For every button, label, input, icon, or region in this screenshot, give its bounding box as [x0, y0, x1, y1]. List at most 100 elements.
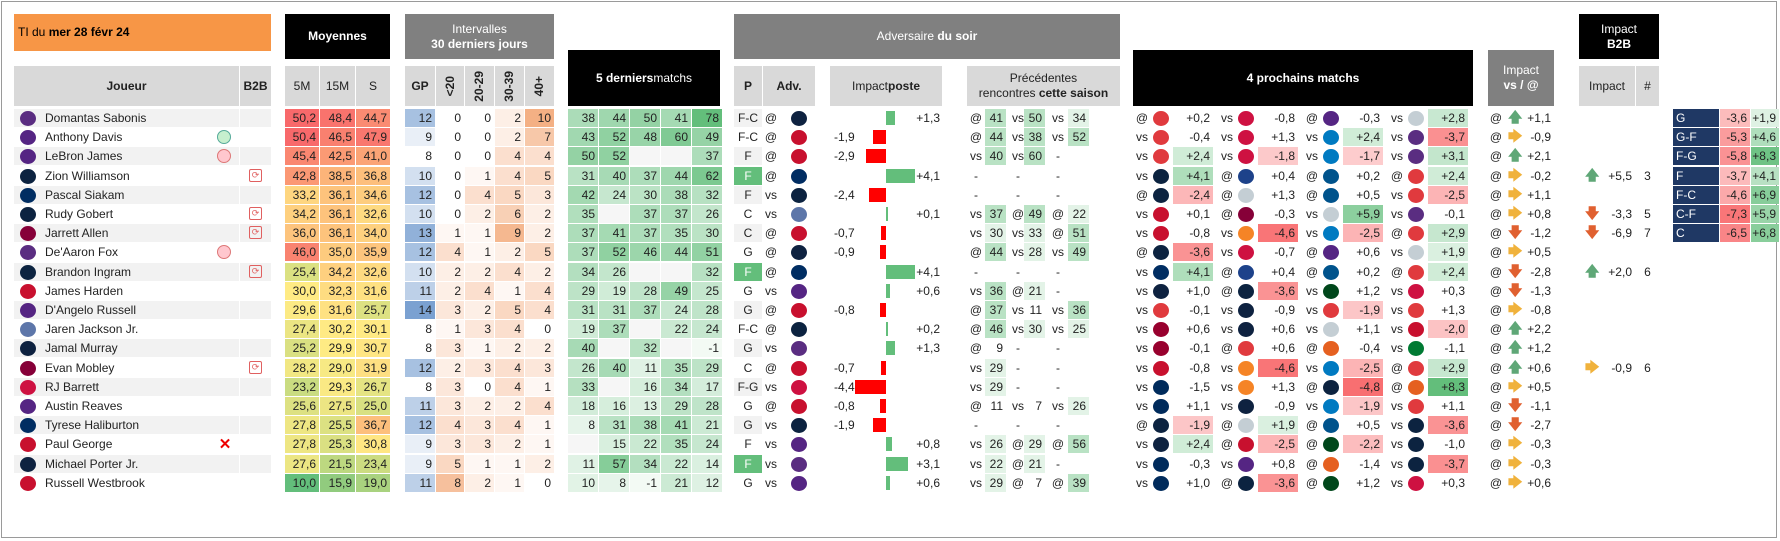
table-row[interactable]: Michael Porter Jr. 27,6 21,5 23,4 9 5 1 1 2 11 57 3…: [0, 454, 1780, 473]
col-s[interactable]: S: [356, 66, 390, 106]
table-row[interactable]: LeBron James 45,4 42,5 41,0 8 0 0 4 4 50 52 37 F @ -2,…: [0, 146, 1780, 166]
previous-game-0: -: [974, 264, 978, 279]
col-15m[interactable]: 15M: [320, 66, 355, 106]
previous-game-3: 7: [1024, 397, 1045, 415]
header-last5: 5 derniers matchs: [568, 50, 720, 106]
col-joueur[interactable]: Joueur: [14, 66, 239, 106]
player-name[interactable]: Jaren Jackson Jr.: [45, 322, 139, 337]
interval-i2: 1: [465, 224, 494, 243]
col-40plus[interactable]: 40+: [525, 66, 554, 106]
next-game-ha: vs: [1306, 207, 1318, 221]
team-logo-icon: [20, 379, 36, 395]
table-row[interactable]: Russell Westbrook 10,0 15,9 19,0 11 8 2 1 0 10 8 -1…: [0, 473, 1780, 492]
next-game-ha: vs: [1221, 456, 1233, 471]
previous-game-2: -: [1016, 418, 1020, 433]
header-impact-vs: Impact vs / @: [1488, 50, 1554, 106]
player-name[interactable]: Rudy Gobert: [45, 207, 114, 221]
next-game-impact: -2,5: [1258, 435, 1298, 454]
impact-b2b-arrow-icon: 🡇: [1585, 205, 1600, 221]
impact-vs-marker: @: [1489, 303, 1503, 317]
last5-game-4: 21: [661, 473, 691, 492]
previous-game-5: [1068, 282, 1094, 300]
player-name[interactable]: Anthony Davis: [45, 130, 123, 145]
player-name[interactable]: D'Angelo Russell: [45, 303, 137, 317]
impact-vs-marker: @: [1489, 360, 1503, 375]
player-name[interactable]: Brandon Ingram: [45, 264, 132, 279]
interval-i1: 0: [436, 128, 464, 147]
player-name[interactable]: Russell Westbrook: [45, 475, 145, 490]
impact-vs-marker: @: [1489, 379, 1503, 394]
table-row[interactable]: De'Aaron Fox 46,0 35,0 35,9 12 4 1 2 5 37 52 46 44 51…: [0, 242, 1780, 262]
col-3039[interactable]: 30-39: [495, 66, 524, 106]
table-row[interactable]: James Harden 30,0 32,3 31,6 11 2 4 1 4 29 19 28 49 25…: [0, 281, 1780, 300]
b2b-position: F-C: [1673, 185, 1719, 204]
table-row[interactable]: Brandon Ingram ⟳ 25,4 34,2 32,6 10 2 2 4 2 34 26 32 F…: [0, 262, 1780, 281]
player-name[interactable]: Zion Williamson: [45, 168, 130, 183]
impact-vs-value: +0,5: [1527, 245, 1551, 260]
player-name[interactable]: Michael Porter Jr.: [45, 456, 139, 471]
avg-m15: 30,2: [320, 320, 355, 339]
opponent-logo-icon: [791, 168, 807, 184]
next-game-ha: vs: [1391, 437, 1403, 452]
player-name[interactable]: Domantas Sabonis: [45, 111, 147, 125]
next-game-ha: vs: [1306, 322, 1318, 337]
previous-game-3: [1024, 416, 1050, 434]
table-row[interactable]: Anthony Davis 50,4 46,5 47,9 9 0 0 2 7 43 52 48 60 49…: [0, 127, 1780, 147]
col-b2b[interactable]: B2B: [240, 66, 271, 106]
gp-value: 12: [405, 243, 435, 262]
previous-game-4: @: [1051, 437, 1065, 452]
table-row[interactable]: Tyrese Haliburton 27,8 25,5 36,7 12 4 3 4 1 8 31 38…: [0, 415, 1780, 435]
table-row[interactable]: Austin Reaves 25,6 27,5 25,0 11 3 2 2 4 18 16 13 29 2…: [0, 396, 1780, 415]
next-opponent-logo-icon: [1323, 360, 1339, 376]
table-row[interactable]: Jarrett Allen ⟳ 36,0 36,1 34,0 13 1 1 9 2 37 41 37 35…: [0, 223, 1780, 243]
player-name[interactable]: RJ Barrett: [45, 379, 100, 394]
last5-game-3: 37: [630, 224, 660, 243]
player-name[interactable]: Tyrese Haliburton: [45, 418, 140, 433]
table-row[interactable]: Zion Williamson ⟳ 42,8 38,5 36,8 10 0 1 4 5 31 40 37…: [0, 166, 1780, 185]
next-game-ha: @: [1305, 264, 1319, 279]
col-adv[interactable]: Adv.: [763, 66, 815, 106]
last5-game-5: 17: [692, 377, 722, 396]
col-gp[interactable]: GP: [405, 66, 435, 106]
player-cell: [14, 473, 239, 492]
impact-vs-marker: @: [1489, 437, 1503, 452]
col-5m[interactable]: 5M: [285, 66, 319, 106]
avg-m15: 29,3: [320, 377, 355, 396]
impact-vs-arrow-icon: 🡇: [1508, 262, 1523, 279]
table-row[interactable]: D'Angelo Russell 29,6 31,6 25,7 14 3 2 5 4 31 31 37…: [0, 300, 1780, 319]
player-name[interactable]: Paul George: [45, 437, 113, 452]
next-game-ha: vs: [1306, 130, 1318, 145]
next-opponent-logo-icon: [1408, 226, 1424, 242]
position-badge: F-C: [734, 128, 762, 147]
player-name[interactable]: LeBron James: [45, 149, 123, 164]
avg-m5: 23,2: [285, 377, 319, 396]
player-name[interactable]: Jarrett Allen: [45, 226, 109, 241]
player-name[interactable]: Pascal Siakam: [45, 187, 125, 202]
player-name[interactable]: De'Aaron Fox: [45, 245, 118, 260]
col-impact[interactable]: Impact: [1579, 66, 1635, 106]
col-2029[interactable]: 20-29: [465, 66, 494, 106]
table-row[interactable]: Evan Mobley ⟳ 28,2 29,0 31,9 12 2 3 4 3 26 40 11 35 29…: [0, 358, 1780, 377]
table-row[interactable]: RJ Barrett 23,2 29,3 26,7 8 3 0 4 1 33 16 34 17 F-G vs…: [0, 377, 1780, 396]
impact-vs-arrow-icon: 🡇: [1508, 416, 1523, 433]
impact-vs-marker: @: [1489, 283, 1503, 298]
next-opponent-logo-icon: [1153, 207, 1169, 222]
col-p[interactable]: P: [734, 66, 762, 106]
player-name[interactable]: Evan Mobley: [45, 360, 115, 375]
next-opponent-logo-icon: [1153, 226, 1169, 242]
col-num[interactable]: #: [1636, 66, 1659, 106]
player-name[interactable]: Jamal Murray: [45, 341, 118, 356]
player-name[interactable]: Austin Reaves: [45, 399, 123, 413]
player-name[interactable]: James Harden: [45, 283, 124, 298]
col-precedentes[interactable]: Précédentes rencontres cette saison: [967, 66, 1120, 106]
table-row[interactable]: Jaren Jackson Jr. 27,4 30,2 30,1 8 1 3 4 0 19 37 22…: [0, 319, 1780, 339]
player-cell: [14, 147, 239, 166]
table-row[interactable]: Pascal Siakam 33,2 36,1 34,6 12 0 4 5 3 42 24 30 38 3…: [0, 185, 1780, 204]
impact-poste-value: -0,7: [834, 226, 855, 241]
col-impact-poste[interactable]: Impact poste: [830, 66, 942, 106]
col-lt20[interactable]: <20: [436, 66, 464, 106]
table-row[interactable]: Domantas Sabonis 50,2 48,4 44,7 12 0 0 2 10 38 44 5…: [0, 108, 1780, 127]
